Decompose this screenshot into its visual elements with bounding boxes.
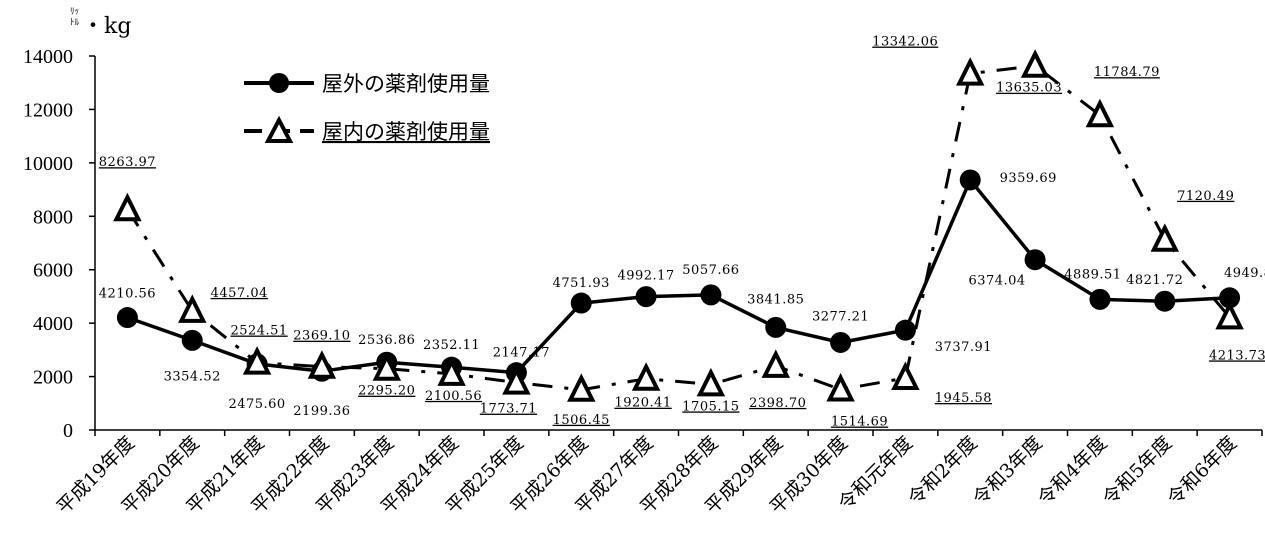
indoor-point [372,352,402,381]
indoor-data-label: 11784.79 [1094,65,1160,80]
outdoor-data-label: 4751.93 [553,276,610,291]
outdoor-point [635,286,657,308]
legend-indoor-marker [264,115,294,143]
outdoor-data-label: 3354.52 [164,369,221,384]
y-tick-label: 8000 [33,206,73,228]
outdoor-data-label: 4992.17 [617,269,674,284]
indoor-data-label: 1920.41 [614,396,671,411]
indoor-point [307,350,337,379]
unit-label-bottom: ﾄﾙ [70,18,80,28]
outdoor-point [1154,290,1176,312]
outdoor-data-label: 2352.11 [423,338,480,353]
indoor-point [955,57,985,86]
indoor-point [891,361,920,390]
indoor-point [1150,223,1180,252]
data-labels: 4210.56 3354.52 2475.60 2199.36 2536.86 2352.… [99,35,1265,430]
indoor-data-label: 4213.73 [1209,348,1265,363]
outdoor-data-label: 9359.69 [1000,171,1057,186]
x-tick-label: 令和3年度 [969,432,1047,510]
x-tick-label: 令和4年度 [1034,432,1112,510]
indoor-data-label: 2398.70 [749,396,806,411]
outdoor-point [1089,288,1111,310]
indoor-data-label: 8263.97 [99,155,156,170]
y-tick-label: 4000 [33,313,73,335]
indoor-point [761,349,791,378]
legend-outdoor-label: 屋外の薬剤使用量 [322,72,490,96]
indoor-data-label: 13342.06 [872,35,938,50]
indoor-point [1215,300,1244,330]
indoor-point [826,373,855,402]
outdoor-data-label: 2475.60 [228,397,285,412]
legend-outdoor-marker [269,73,289,93]
outdoor-point [700,284,722,306]
indoor-data-label: 4457.04 [211,286,268,301]
outdoor-point [959,169,981,191]
legend-item-indoor: 屋内の薬剤使用量 [244,115,490,144]
indoor-point [1085,98,1115,128]
outdoor-data-label: 4949.82 [1224,266,1265,281]
indoor-data-label: 13635.03 [996,81,1062,96]
indoor-data-label: 2524.51 [230,324,287,339]
outdoor-point [1219,287,1241,309]
legend: 屋外の薬剤使用量 屋内の薬剤使用量 [244,72,490,144]
outdoor-data-label: 2199.36 [293,404,350,419]
indoor-point [1020,49,1050,78]
outdoor-point [1024,249,1046,271]
indoor-data-label: 7120.49 [1177,189,1234,204]
series-line-outdoor [126,178,1230,375]
x-tick-label: 令和2年度 [904,432,982,510]
unit-label-main: ・kg [82,14,131,39]
indoor-point [242,346,272,375]
indoor-point [113,192,142,222]
indoor-data-label: 1773.71 [480,402,537,417]
y-tick-label: 14000 [23,46,73,68]
outdoor-data-label: 3277.21 [812,309,869,324]
x-tick-label: 令和5年度 [1098,432,1176,510]
outdoor-point [181,329,203,351]
indoor-data-label: 1705.15 [682,399,739,414]
unit-label: ﾘｯ ﾄﾙ ・kg [70,7,131,39]
outdoor-data-label: 3737.91 [935,340,992,355]
indoor-data-label: 1514.69 [831,415,888,430]
indoor-point [631,362,661,391]
unit-label-top: ﾘｯ [70,7,79,17]
indoor-data-label: 2369.10 [293,329,350,344]
indoor-point [696,367,726,397]
outdoor-data-label: 5057.66 [682,263,739,278]
outdoor-data-label: 2536.86 [358,333,415,348]
legend-indoor-label: 屋内の薬剤使用量 [322,120,490,144]
outdoor-point [765,316,787,338]
outdoor-point [116,307,138,329]
indoor-point [437,357,466,386]
indoor-data-label: 2100.56 [425,389,482,404]
x-tick-label: 令和6年度 [1163,432,1241,510]
outdoor-data-label: 4889.51 [1064,267,1121,282]
indoor-point [502,366,531,395]
outdoor-data-label: 4821.72 [1126,273,1183,288]
outdoor-data-label: 2147.17 [493,346,550,361]
outdoor-data-label: 6374.04 [968,274,1025,289]
outdoor-data-label: 3841.85 [747,292,804,307]
outdoor-data-label: 4210.56 [99,287,156,302]
legend-item-outdoor: 屋外の薬剤使用量 [244,72,490,96]
indoor-data-label: 2295.20 [358,384,415,399]
indoor-point [567,373,596,402]
y-tick-label: 2000 [33,367,73,389]
outdoor-point [830,331,852,353]
indoor-data-label: 1945.58 [935,391,992,406]
indoor-data-label: 1506.45 [553,413,610,428]
outdoor-point [894,319,916,341]
y-tick-label: 12000 [23,99,73,121]
y-tick-label: 6000 [33,260,73,282]
y-tick-label: 10000 [23,153,73,175]
outdoor-point [570,292,592,314]
series-markers [113,49,1244,402]
y-tick-label: 0 [63,420,73,442]
indoor-point [178,294,207,323]
